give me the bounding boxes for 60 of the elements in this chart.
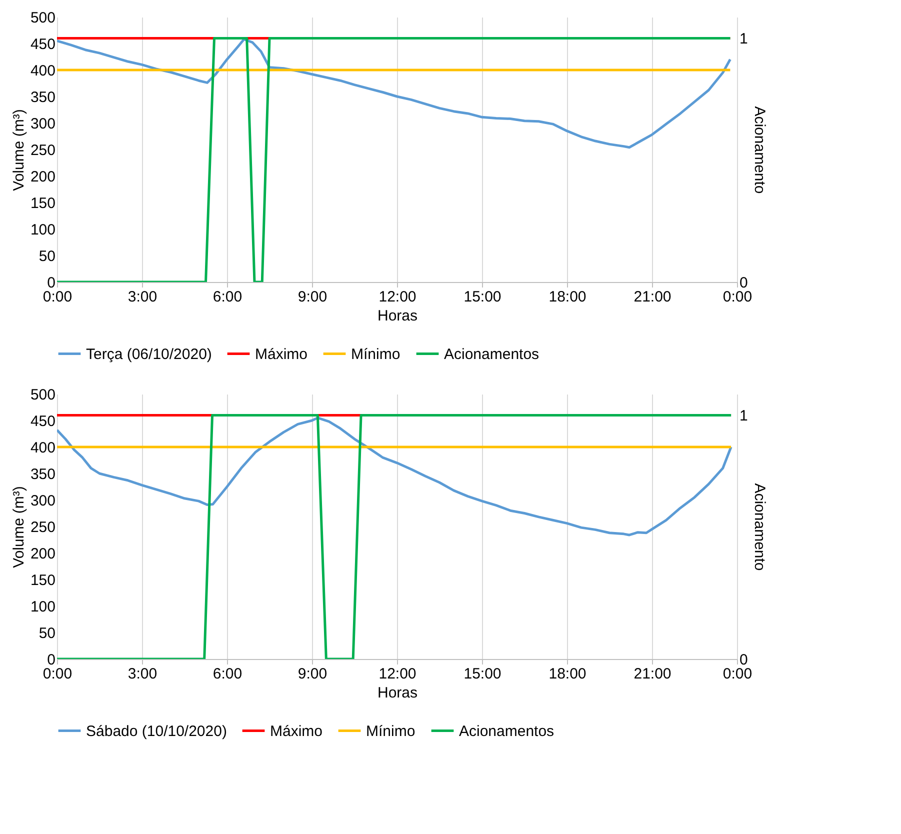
legend-label: Mínimo <box>366 722 416 740</box>
y-tick-label: 450 <box>30 36 56 53</box>
legend-label: Acionamentos <box>444 346 540 363</box>
line-series <box>57 416 732 536</box>
y-tick-label: 200 <box>30 168 56 186</box>
y-tick-label: 300 <box>30 492 56 510</box>
y2-tick-label: 0 <box>740 652 748 668</box>
y-tick-label: 150 <box>30 195 56 212</box>
y-tick-label: 100 <box>30 598 56 616</box>
x-tick-label: 0:00 <box>722 666 752 682</box>
x-tick-label: 18:00 <box>548 288 586 306</box>
legend-label: Máximo <box>270 722 323 740</box>
legend-label: Máximo <box>255 346 308 363</box>
x-tick-label: 12:00 <box>378 666 416 682</box>
x-tick-label: 9:00 <box>298 666 328 682</box>
y-axis-title: Volume (m³) <box>10 109 28 191</box>
y-tick-label: 400 <box>30 440 56 456</box>
y-tick-label: 250 <box>30 142 56 159</box>
x-tick-label: 9:00 <box>298 288 328 306</box>
x-tick-label: 21:00 <box>634 288 672 306</box>
y2-tick-label: 1 <box>740 30 748 48</box>
y-axis-title: Volume (m³) <box>10 486 28 568</box>
x-tick-label: 3:00 <box>128 288 158 306</box>
legend-label: Acionamentos <box>459 722 554 740</box>
legend-label: Sábado (10/10/2020) <box>86 722 227 740</box>
y-tick-label: 500 <box>30 10 56 26</box>
y-tick-label: 500 <box>30 386 56 404</box>
y2-axis-title: Acionamento <box>750 106 768 194</box>
legend-label: Terça (06/10/2020) <box>86 346 212 363</box>
y-tick-label: 250 <box>30 519 56 536</box>
y-tick-label: 300 <box>30 116 56 132</box>
x-axis-title: Horas <box>377 308 418 324</box>
line-series <box>57 38 732 149</box>
x-tick-label: 0:00 <box>42 288 72 306</box>
y-tick-label: 150 <box>30 572 56 589</box>
y-tick-label: 350 <box>30 89 56 106</box>
y-tick-label: 50 <box>38 248 56 265</box>
x-tick-label: 6:00 <box>212 666 242 682</box>
x-tick-label: 21:00 <box>634 666 672 682</box>
x-tick-label: 0:00 <box>42 666 72 682</box>
y-tick-label: 400 <box>30 62 56 80</box>
x-tick-label: 0:00 <box>722 288 752 306</box>
x-tick-label: 15:00 <box>464 288 502 306</box>
y2-tick-label: 0 <box>740 274 748 292</box>
y-tick-label: 450 <box>30 413 56 430</box>
y-tick-label: 100 <box>30 222 56 238</box>
x-tick-label: 12:00 <box>378 288 416 306</box>
y-tick-label: 0 <box>47 274 56 292</box>
x-axis-title: Horas <box>377 684 418 702</box>
y2-axis-title: Acionamento <box>750 483 768 571</box>
x-tick-label: 3:00 <box>128 666 158 682</box>
legend-label: Mínimo <box>351 346 400 363</box>
x-tick-label: 6:00 <box>212 288 242 306</box>
x-tick-label: 15:00 <box>464 666 502 682</box>
x-tick-label: 18:00 <box>548 666 586 682</box>
y-tick-label: 0 <box>47 652 56 668</box>
y-tick-label: 200 <box>30 546 56 562</box>
y-tick-label: 50 <box>38 625 56 642</box>
y2-tick-label: 1 <box>740 408 748 425</box>
y-tick-label: 350 <box>30 466 56 483</box>
